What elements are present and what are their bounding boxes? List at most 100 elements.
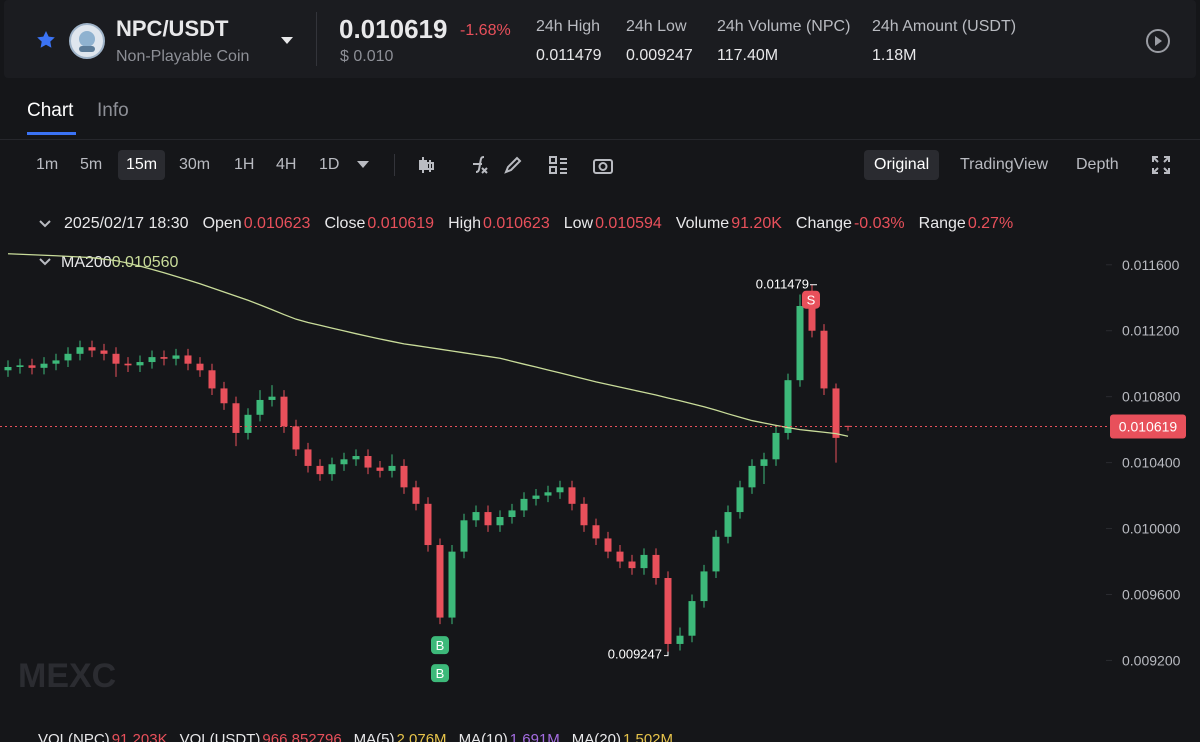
- candle-body: [460, 520, 468, 552]
- low-annotation: 0.009247: [608, 647, 662, 662]
- candle-body: [88, 347, 96, 351]
- buy-marker: [431, 664, 449, 683]
- candle-body: [580, 503, 588, 526]
- candle-body: [736, 487, 744, 513]
- candle-body: [544, 492, 552, 496]
- pair-dropdown[interactable]: [280, 36, 294, 46]
- candle-body: [124, 363, 132, 366]
- candle-body: [256, 399, 264, 415]
- coin-name: Non-Playable Coin: [116, 48, 250, 65]
- candle-body: [16, 365, 24, 367]
- candle-body: [232, 403, 240, 433]
- stat-value: 0.009247: [626, 47, 693, 64]
- y-tick-label: 0.011600: [1122, 257, 1180, 273]
- volume-item: MA(20) 1.502M: [572, 731, 673, 742]
- last-price-label: 0.010619: [1119, 419, 1178, 435]
- fullscreen[interactable]: [1152, 156, 1170, 174]
- interval-dropdown[interactable]: [356, 160, 370, 170]
- candle-body: [652, 554, 660, 579]
- sell-marker-label: S: [807, 293, 816, 308]
- interval[interactable]: 1m: [36, 156, 59, 173]
- candle-body: [700, 571, 708, 602]
- stat-value: 0.011479: [536, 47, 602, 64]
- volume-value: 1.502M: [622, 731, 674, 742]
- candle-body: [772, 432, 780, 460]
- divider: [316, 12, 317, 66]
- high-annotation: 0.011479: [756, 277, 809, 292]
- candle-body: [220, 388, 228, 404]
- candle-body: [76, 347, 84, 354]
- stat-label: 24h Volume (NPC): [717, 18, 851, 35]
- stat-label: 24h Low: [626, 18, 687, 35]
- candle-body: [172, 355, 180, 359]
- candle-body: [448, 551, 456, 618]
- candle-body: [568, 487, 576, 504]
- candle-body: [160, 357, 168, 359]
- candle-body: [688, 601, 696, 636]
- candle-body: [352, 456, 360, 460]
- candle-body: [412, 487, 420, 504]
- collapse-toggle[interactable]: [38, 219, 52, 229]
- stat-label: 24h High: [536, 18, 601, 35]
- candle-body: [520, 498, 528, 511]
- info-value: 0.010619: [367, 215, 435, 232]
- candle-body: [148, 357, 156, 363]
- candle-body: [508, 510, 516, 518]
- play-button[interactable]: [1145, 28, 1171, 54]
- volume-label: MA(5): [353, 731, 395, 742]
- candle-body: [640, 554, 648, 569]
- volume-item: VOL(NPC) 91.203K: [38, 731, 168, 742]
- info-item: Close 0.010619: [324, 215, 434, 233]
- candle-body: [244, 414, 252, 433]
- volume-label: MA(20): [571, 731, 621, 742]
- view-option[interactable]: Depth: [1076, 156, 1119, 173]
- indicator-toggle[interactable]: [38, 257, 52, 267]
- price: 0.010619: [339, 14, 448, 44]
- view-option[interactable]: TradingView: [960, 156, 1049, 173]
- buy-marker: [431, 636, 449, 655]
- interval[interactable]: 1H: [234, 156, 255, 173]
- candle-body: [712, 536, 720, 572]
- info-item: Low 0.010594: [564, 215, 662, 233]
- info-items: Open 0.010623 Close 0.010619 High 0.010623 Low…: [203, 215, 1014, 233]
- info-label: Volume: [675, 215, 730, 232]
- candle-body: [472, 512, 480, 521]
- interval[interactable]: 5m: [80, 156, 103, 173]
- y-tick-label: 0.009600: [1122, 586, 1181, 602]
- candle-body: [808, 305, 816, 331]
- info-value: -0.03%: [853, 215, 905, 232]
- view-option[interactable]: Original: [864, 150, 940, 180]
- info-value: 0.27%: [967, 215, 1014, 232]
- info-value: 0.010623: [482, 215, 550, 232]
- volume-label: VOL(NPC): [38, 731, 110, 742]
- candle-body: [760, 459, 768, 466]
- ma200-line: [7, 253, 849, 437]
- info-label: Low: [563, 215, 594, 232]
- tab[interactable]: Chart: [27, 100, 74, 121]
- interval[interactable]: 4H: [276, 156, 297, 173]
- favorite-star[interactable]: [36, 30, 56, 50]
- tab[interactable]: Info: [97, 100, 129, 121]
- tab-underline: [27, 132, 76, 135]
- indicator-value: 0.010560: [111, 254, 179, 271]
- candle-body: [364, 456, 372, 468]
- interval[interactable]: 1D: [319, 156, 340, 173]
- candle-body: [484, 512, 492, 526]
- interval[interactable]: 30m: [179, 156, 211, 173]
- info-item: Open 0.010623: [203, 215, 311, 233]
- candle-body: [52, 360, 60, 364]
- stat-label: 24h Amount (USDT): [872, 18, 1017, 35]
- candle-body: [292, 426, 300, 450]
- candle-body: [424, 503, 432, 546]
- volume-bar: VOL(NPC) 91.203K VOL(USDT) 966.852796 MA(5) 2…: [38, 731, 673, 742]
- volume-item: MA(5) 2.076M: [354, 731, 447, 742]
- info-item: High 0.010623: [448, 215, 550, 233]
- candle-body: [208, 370, 216, 389]
- info-value: 0.010623: [243, 215, 311, 232]
- candle-body: [40, 363, 48, 368]
- last-price-tag: [1110, 414, 1186, 439]
- interval[interactable]: 15m: [118, 150, 166, 180]
- y-tick-label: 0.010400: [1122, 455, 1181, 471]
- candle-body: [268, 396, 276, 400]
